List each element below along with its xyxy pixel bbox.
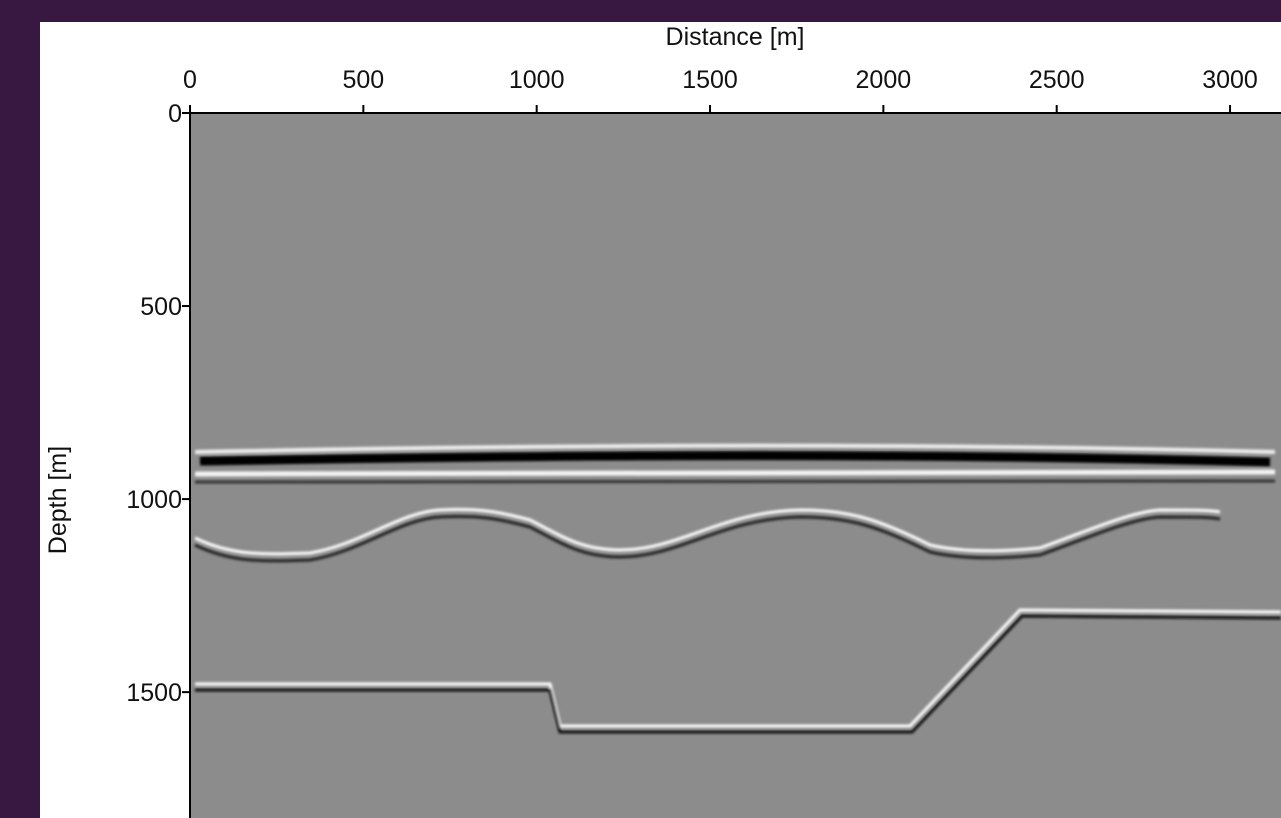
- x-tick-label: 500: [342, 66, 384, 94]
- x-tick-label: 1000: [509, 66, 565, 94]
- reflector: [194, 508, 1221, 556]
- reflector: [194, 469, 1276, 477]
- reflector: [195, 608, 1281, 728]
- y-tick-label: 1500: [126, 679, 182, 707]
- x-tick-label: 2500: [1029, 66, 1085, 94]
- reflectors: [194, 443, 1281, 734]
- reflector: [194, 515, 1221, 563]
- reflector: [199, 451, 1271, 467]
- x-tick-label: 2000: [856, 66, 912, 94]
- reflector: [194, 479, 1276, 485]
- x-tick-label: 1500: [682, 66, 738, 94]
- reflector: [194, 443, 1276, 454]
- x-tick-label: 3000: [1202, 66, 1258, 94]
- plot-area: [190, 113, 1281, 818]
- x-axis-label: Distance [m]: [666, 23, 805, 51]
- y-tick-label: 500: [140, 293, 182, 321]
- reflector: [195, 614, 1281, 734]
- y-tick-label: 0: [168, 100, 182, 128]
- y-tick-label: 1000: [126, 486, 182, 514]
- y-axis-label: Depth [m]: [44, 446, 72, 554]
- x-tick-label: 0: [183, 66, 197, 94]
